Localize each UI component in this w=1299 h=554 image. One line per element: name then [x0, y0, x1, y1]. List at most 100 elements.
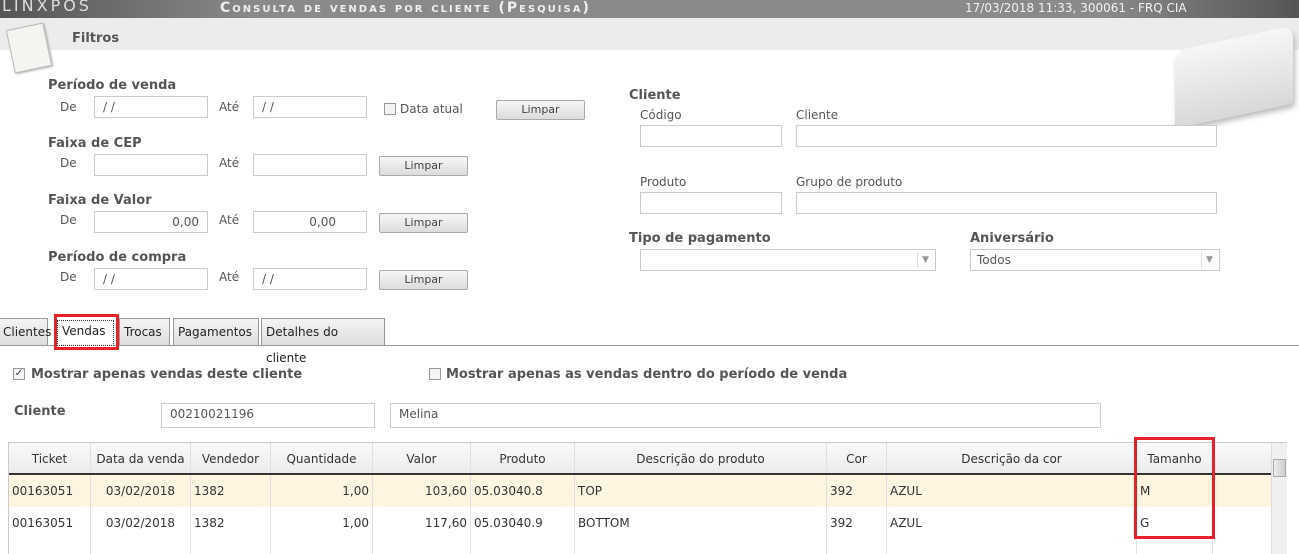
tipo-pagamento-label: Tipo de pagamento: [629, 231, 771, 246]
cell-descricao-cor: AZUL: [887, 475, 1137, 507]
data-atual-checkbox[interactable]: [384, 103, 396, 115]
tab-trocas[interactable]: Trocas: [119, 318, 170, 345]
valor-to[interactable]: 0,00: [253, 211, 367, 233]
codigo-label: Código: [640, 108, 682, 122]
cell-descricao-produto: BOTTOM: [575, 507, 827, 539]
cell-produto: [471, 539, 575, 554]
cell-quantidade: [271, 539, 373, 554]
table-row[interactable]: 00163051 03/02/2018 1382 1,00 117,60 05.03040…: [9, 507, 1272, 539]
only-client-checkbox[interactable]: ✓: [13, 368, 25, 380]
cliente-group-label: Cliente: [629, 88, 681, 103]
cell-ticket: [9, 539, 91, 554]
cep-from[interactable]: [94, 154, 208, 176]
cell-cor: 392: [827, 507, 887, 539]
cell-ticket: 00163051: [9, 475, 91, 507]
cell-descricao-cor: AZUL: [887, 507, 1137, 539]
limpar-periodo-venda-button[interactable]: Limpar: [496, 100, 585, 120]
cliente-nome-field: Melina: [390, 403, 1101, 428]
periodo-venda-label: Período de venda: [48, 78, 177, 93]
cell-tamanho: [1137, 539, 1213, 554]
cep-to[interactable]: [253, 154, 367, 176]
column-header-ticket[interactable]: Ticket: [9, 443, 91, 473]
periodo-venda-to[interactable]: / /: [253, 96, 367, 118]
data-atual-label: Data atual: [400, 102, 463, 116]
cell-quantidade: 1,00: [271, 475, 373, 507]
ate-label: Até: [219, 270, 240, 284]
de-label: De: [60, 100, 77, 114]
cell-produto: 05.03040.9: [471, 507, 575, 539]
vertical-scrollbar[interactable]: [1271, 443, 1287, 554]
column-header-vendedor[interactable]: Vendedor: [191, 443, 271, 473]
cell-valor: [373, 539, 471, 554]
cliente-label: Cliente: [14, 404, 66, 419]
tab-detalhes-cliente[interactable]: Detalhes do cliente: [261, 318, 385, 365]
periodo-compra-to[interactable]: / /: [253, 268, 367, 290]
tipo-pagamento-select[interactable]: ▼: [640, 249, 936, 271]
only-client-label: Mostrar apenas vendas deste cliente: [31, 367, 303, 382]
limpar-cep-button[interactable]: Limpar: [379, 156, 468, 176]
filters-title: Filtros: [72, 31, 120, 46]
only-period-label: Mostrar apenas as vendas dentro do perío…: [446, 367, 848, 382]
chevron-down-icon[interactable]: ▼: [1201, 252, 1217, 268]
ate-label: Até: [219, 156, 240, 170]
cell-descricao-cor: [887, 539, 1137, 554]
cliente-codigo-field: 00210021196: [161, 403, 375, 428]
ate-label: Até: [219, 213, 240, 227]
valor-from[interactable]: 0,00: [94, 211, 208, 233]
scrollbar-thumb[interactable]: [1273, 459, 1286, 477]
tab-pagamentos[interactable]: Pagamentos: [173, 318, 259, 345]
column-header-descricao-produto[interactable]: Descrição do produto: [575, 443, 827, 473]
tab-clientes[interactable]: Clientes: [0, 318, 51, 345]
periodo-compra-label: Período de compra: [48, 250, 187, 265]
limpar-periodo-compra-button[interactable]: Limpar: [379, 270, 468, 290]
de-label: De: [60, 213, 77, 227]
aniversario-label: Aniversário: [970, 231, 1054, 246]
cliente-name-input[interactable]: [796, 125, 1217, 147]
filters-bar: [0, 18, 1299, 50]
cell-ticket: 00163051: [9, 507, 91, 539]
column-header-descricao-cor[interactable]: Descrição da cor: [887, 443, 1137, 473]
grid-header: Ticket Data da venda Vendedor Quantidade Val…: [9, 443, 1272, 475]
cell-vendedor: [191, 539, 271, 554]
title-bar: [0, 0, 1299, 18]
periodo-venda-from[interactable]: / /: [94, 96, 208, 118]
window-title: Consulta de vendas por cliente (Pesquisa…: [220, 0, 591, 16]
ate-label: Até: [219, 100, 240, 114]
cell-valor: 117,60: [373, 507, 471, 539]
sales-grid: Ticket Data da venda Vendedor Quantidade Val…: [8, 442, 1287, 554]
cell-vendedor: 1382: [191, 507, 271, 539]
cell-cor: [827, 539, 887, 554]
cell-produto: 05.03040.8: [471, 475, 575, 507]
cell-descricao-produto: [575, 539, 827, 554]
faixa-cep-label: Faixa de CEP: [48, 136, 142, 151]
de-label: De: [60, 156, 77, 170]
chevron-down-icon[interactable]: ▼: [917, 252, 933, 268]
column-header-produto[interactable]: Produto: [471, 443, 575, 473]
column-header-quantidade[interactable]: Quantidade: [271, 443, 373, 473]
tab-vendas[interactable]: Vendas: [57, 320, 114, 346]
cell-quantidade: 1,00: [271, 507, 373, 539]
cell-data-venda: 03/02/2018: [91, 475, 191, 507]
produto-input[interactable]: [640, 192, 782, 214]
limpar-valor-button[interactable]: Limpar: [379, 213, 468, 233]
column-header-valor[interactable]: Valor: [373, 443, 471, 473]
periodo-compra-from[interactable]: / /: [94, 268, 208, 290]
cell-vendedor: 1382: [191, 475, 271, 507]
column-header-cor[interactable]: Cor: [827, 443, 887, 473]
table-row-empty: [9, 539, 1272, 554]
cell-descricao-produto: TOP: [575, 475, 827, 507]
annotation-highlight: [1134, 437, 1215, 539]
table-row[interactable]: 00163051 03/02/2018 1382 1,00 103,60 05.03040…: [9, 475, 1272, 507]
codigo-input[interactable]: [640, 125, 782, 147]
aniversario-select[interactable]: Todos ▼: [970, 249, 1220, 271]
tab-divider: [0, 345, 1299, 346]
de-label: De: [60, 270, 77, 284]
cell-valor: 103,60: [373, 475, 471, 507]
annotation-highlight: [54, 314, 119, 350]
grupo-produto-input[interactable]: [796, 192, 1217, 214]
status-datetime: 17/03/2018 11:33, 300061 - FRQ CIA: [965, 1, 1187, 15]
column-header-data-venda[interactable]: Data da venda: [91, 443, 191, 473]
only-period-checkbox[interactable]: [429, 368, 441, 380]
cell-data-venda: [91, 539, 191, 554]
cliente-name-label: Cliente: [796, 108, 839, 122]
